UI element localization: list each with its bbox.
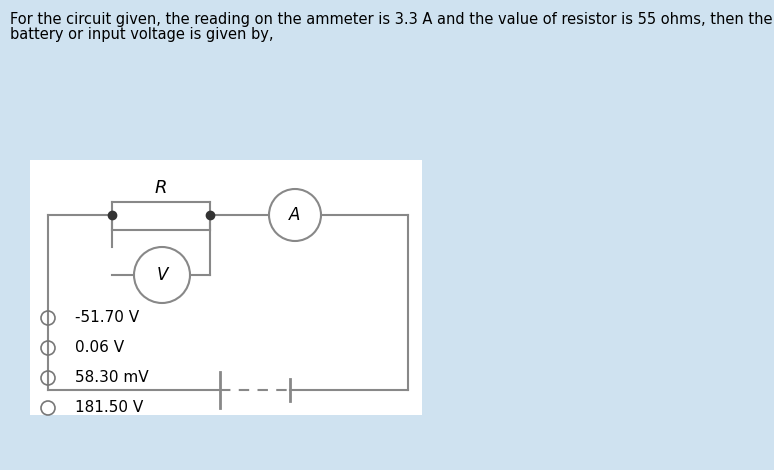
Text: A: A xyxy=(289,206,300,224)
Circle shape xyxy=(269,189,321,241)
Text: -51.70 V: -51.70 V xyxy=(75,311,139,326)
Text: R: R xyxy=(155,179,167,197)
Text: 0.06 V: 0.06 V xyxy=(75,340,124,355)
Circle shape xyxy=(134,247,190,303)
Text: battery or input voltage is given by,: battery or input voltage is given by, xyxy=(10,27,273,42)
Text: 181.50 V: 181.50 V xyxy=(75,400,143,415)
Text: For the circuit given, the reading on the ammeter is 3.3 A and the value of resi: For the circuit given, the reading on th… xyxy=(10,12,774,27)
Text: 58.30 mV: 58.30 mV xyxy=(75,370,149,385)
Text: V: V xyxy=(156,266,168,284)
Bar xyxy=(30,160,422,415)
